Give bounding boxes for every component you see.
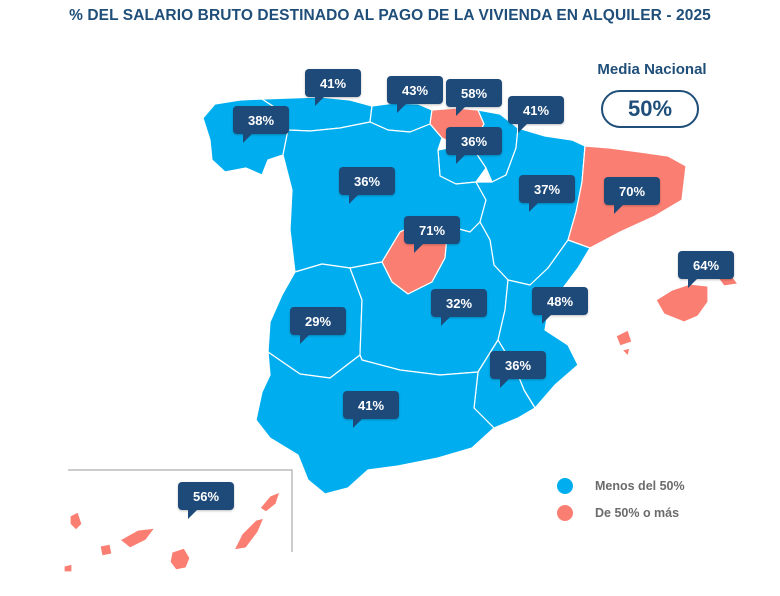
label-pointer bbox=[441, 317, 450, 326]
label-galicia: 38% bbox=[233, 106, 289, 143]
label-canarias: 56% bbox=[178, 482, 234, 519]
label-value: 71% bbox=[418, 222, 446, 238]
legend-item-below: Menos del 50% bbox=[557, 478, 685, 494]
label-value: 56% bbox=[192, 488, 220, 504]
label-madrid: 71% bbox=[404, 216, 460, 253]
label-murcia: 36% bbox=[490, 351, 546, 388]
label-pointer bbox=[349, 195, 358, 204]
label-navarra: 41% bbox=[508, 96, 564, 133]
legend-label-above: De 50% o más bbox=[595, 506, 680, 520]
label-value: 41% bbox=[319, 75, 347, 91]
legend-dot-above bbox=[557, 505, 573, 521]
label-value: 32% bbox=[445, 295, 473, 311]
label-value: 36% bbox=[460, 133, 488, 149]
legend-item-above: De 50% o más bbox=[557, 505, 679, 521]
label-pais-vasco: 58% bbox=[446, 79, 502, 116]
label-cataluna: 70% bbox=[604, 177, 660, 214]
label-value: 58% bbox=[460, 85, 488, 101]
label-pointer bbox=[614, 205, 623, 214]
label-baleares: 64% bbox=[678, 251, 734, 288]
label-comunidad-valenciana: 48% bbox=[532, 287, 588, 324]
label-value: 48% bbox=[546, 293, 574, 309]
label-value: 64% bbox=[692, 257, 720, 273]
region-canarias[interactable] bbox=[63, 491, 281, 573]
label-value: 36% bbox=[504, 357, 532, 373]
canarias-inset-frame bbox=[68, 469, 293, 552]
label-value: 29% bbox=[304, 313, 332, 329]
label-value: 70% bbox=[618, 183, 646, 199]
legend-dot-below bbox=[557, 478, 573, 494]
label-pointer bbox=[397, 104, 406, 113]
label-value: 38% bbox=[247, 112, 275, 128]
label-asturias: 41% bbox=[305, 69, 361, 106]
label-value: 37% bbox=[533, 181, 561, 197]
map-title: % DEL SALARIO BRUTO DESTINADO AL PAGO DE… bbox=[69, 7, 711, 24]
label-andalucia: 41% bbox=[343, 391, 399, 428]
label-pointer bbox=[500, 379, 509, 388]
label-pointer bbox=[529, 203, 538, 212]
label-castilla-la-mancha: 32% bbox=[431, 289, 487, 326]
label-value: 43% bbox=[401, 82, 429, 98]
region-baleares[interactable] bbox=[615, 275, 739, 357]
label-la-rioja: 36% bbox=[446, 127, 502, 164]
region-andalucia[interactable] bbox=[255, 351, 495, 495]
label-extremadura: 29% bbox=[290, 307, 346, 344]
label-pointer bbox=[456, 107, 465, 116]
label-cantabria: 43% bbox=[387, 76, 443, 113]
label-pointer bbox=[188, 510, 197, 519]
national-average-value: 50% bbox=[601, 90, 699, 128]
label-pointer bbox=[315, 97, 324, 106]
label-pointer bbox=[300, 335, 309, 344]
label-aragon: 37% bbox=[519, 175, 575, 212]
label-pointer bbox=[688, 279, 697, 288]
label-pointer bbox=[456, 155, 465, 164]
legend-label-below: Menos del 50% bbox=[595, 479, 685, 493]
label-pointer bbox=[542, 315, 551, 324]
label-pointer bbox=[414, 244, 423, 253]
label-value: 41% bbox=[522, 102, 550, 118]
label-castilla-y-leon: 36% bbox=[339, 167, 395, 204]
label-value: 41% bbox=[357, 397, 385, 413]
label-pointer bbox=[243, 134, 252, 143]
label-pointer bbox=[518, 124, 527, 133]
label-value: 36% bbox=[353, 173, 381, 189]
label-pointer bbox=[353, 419, 362, 428]
national-average-title: Media Nacional bbox=[597, 61, 707, 78]
